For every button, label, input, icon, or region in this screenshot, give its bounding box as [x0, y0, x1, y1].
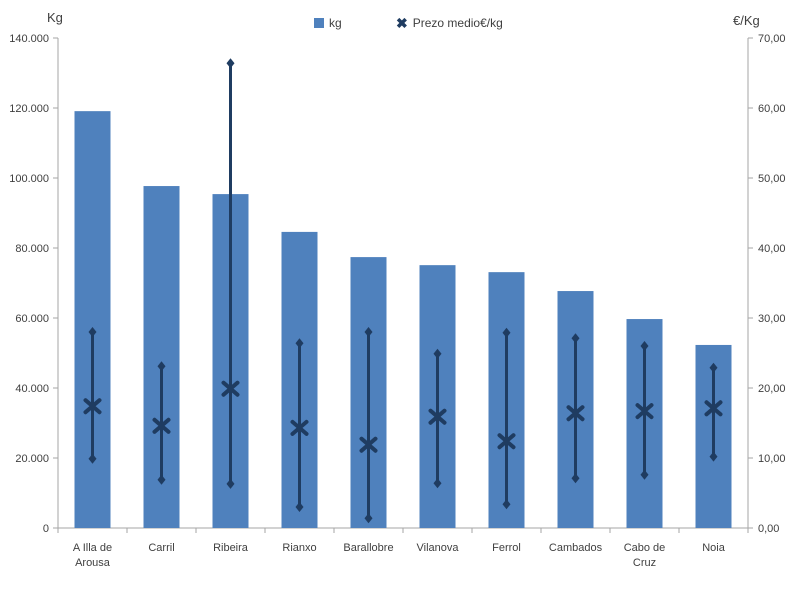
left-axis-tick-label: 140.000: [9, 33, 49, 45]
left-axis-title: Kg: [47, 10, 63, 25]
price-low-marker: [640, 469, 649, 480]
category-label: Cabo de: [624, 542, 666, 554]
price-low-marker: [502, 499, 511, 510]
price-low-marker: [571, 473, 580, 484]
left-axis-tick-label: 0: [43, 523, 49, 535]
right-axis-title: €/Kg: [733, 13, 760, 28]
price-low-marker: [88, 453, 97, 464]
category-label: Arousa: [75, 557, 111, 569]
price-mean-x-marker: [635, 403, 654, 420]
category-label: Barallobre: [343, 542, 393, 554]
left-axis-tick-label: 100.000: [9, 173, 49, 185]
category-label: Ribeira: [213, 542, 249, 554]
right-axis-tick-label: 30,00: [758, 313, 786, 325]
left-axis-tick-label: 60.000: [15, 313, 49, 325]
price-mean-x-marker: [290, 419, 309, 436]
legend-item-kg: kg: [314, 16, 342, 30]
left-axis-tick-label: 40.000: [15, 383, 49, 395]
legend-label-kg: kg: [329, 16, 342, 30]
legend-label-prezo-medio: Prezo medio€/kg: [412, 16, 503, 30]
left-axis-tick-label: 80.000: [15, 243, 49, 255]
right-axis-tick-label: 50,00: [758, 173, 786, 185]
price-high-marker: [364, 327, 373, 337]
price-high-marker: [502, 327, 511, 338]
price-low-marker: [157, 474, 166, 485]
category-label: A Illa de: [73, 542, 112, 554]
right-axis-tick-label: 60,00: [758, 103, 786, 115]
right-axis-tick-label: 0,00: [758, 523, 779, 535]
price-low-marker: [226, 478, 235, 489]
price-high-marker: [709, 362, 718, 373]
price-mean-x-marker: [704, 400, 723, 417]
bar: [74, 111, 111, 529]
price-mean-x-marker: [152, 417, 171, 434]
right-axis-tick-label: 40,00: [758, 243, 786, 255]
price-high-marker: [640, 341, 649, 351]
category-label: Ferrol: [492, 542, 521, 554]
price-high-marker: [433, 348, 442, 359]
price-mean-x-marker: [566, 405, 585, 422]
right-axis-tick-label: 70,00: [758, 33, 786, 45]
price-mean-x-marker: [428, 408, 447, 425]
category-label: Noia: [702, 542, 726, 554]
price-high-marker: [88, 327, 97, 337]
category-label: Carril: [148, 542, 174, 554]
category-label: Rianxo: [282, 542, 316, 554]
kg-series-swatch-icon: [314, 18, 324, 28]
category-label: Cambados: [549, 542, 603, 554]
category-label: Vilanova: [417, 542, 460, 554]
x-marker-icon: ✖: [396, 15, 408, 31]
price-high-marker: [295, 338, 304, 349]
left-axis-tick-label: 20.000: [15, 453, 49, 465]
right-axis-tick-label: 10,00: [758, 453, 786, 465]
price-low-marker: [709, 451, 718, 462]
category-label: Cruz: [633, 557, 656, 569]
price-high-marker: [226, 58, 235, 69]
price-low-marker: [433, 478, 442, 489]
price-low-marker: [364, 513, 373, 524]
left-axis-tick-label: 120.000: [9, 103, 49, 115]
price-mean-x-marker: [497, 433, 516, 450]
price-mean-x-marker: [221, 380, 240, 397]
price-low-marker: [295, 502, 304, 512]
price-high-marker: [571, 333, 580, 344]
legend-item-prezo-medio: ✖ Prezo medio€/kg: [396, 16, 503, 30]
price-high-marker: [157, 361, 166, 372]
right-axis-tick-label: 20,00: [758, 383, 786, 395]
price-mean-x-marker: [359, 436, 378, 453]
price-mean-x-marker: [83, 398, 102, 415]
